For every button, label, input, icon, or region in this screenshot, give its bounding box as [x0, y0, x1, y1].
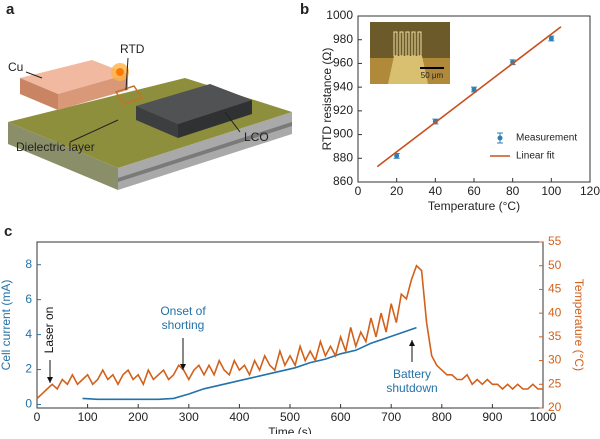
y-tick-label: 940	[333, 79, 353, 93]
x-tick-label: 20	[390, 184, 404, 198]
y-tick-label: 2	[25, 362, 32, 376]
x-tick-label: 0	[34, 410, 41, 424]
inset-lead	[388, 56, 428, 84]
x-tick-label: 600	[331, 410, 351, 424]
legend-label: Linear fit	[516, 151, 555, 162]
y2-tick-label: 35	[548, 329, 562, 343]
y-tick-label: 4	[25, 327, 32, 341]
x-tick-label: 800	[432, 410, 452, 424]
y2-axis-label: Temperature (°C)	[572, 279, 586, 371]
data-line	[36, 264, 543, 400]
x-axis-label: Temperature (°C)	[428, 199, 520, 213]
x-tick-label: 0	[355, 184, 362, 198]
x-tick-label: 500	[280, 410, 300, 424]
y-tick-label: 880	[333, 150, 353, 164]
inset-chip	[370, 22, 450, 58]
y-tick-label: 6	[25, 292, 32, 306]
y-tick-label: 960	[333, 56, 353, 70]
data-line	[376, 26, 562, 168]
arrow-head	[180, 364, 186, 370]
cu-side	[20, 78, 58, 110]
panel-label: b	[300, 1, 309, 18]
legend-swatch	[497, 135, 503, 141]
x-tick-label: 400	[229, 410, 249, 424]
cu-top	[20, 60, 128, 94]
legend-label: Measurement	[516, 133, 577, 144]
y-tick-label: 8	[25, 257, 32, 271]
lco-front	[178, 100, 252, 138]
plot-frame	[36, 241, 544, 409]
x-tick-label: 900	[482, 410, 502, 424]
y-tick-label: 0	[25, 397, 32, 411]
annotation: Onset of	[160, 304, 206, 318]
pointer	[69, 119, 119, 143]
layer	[118, 122, 292, 182]
y2-tick-label: 25	[548, 376, 562, 390]
y-tick-label: 920	[333, 103, 353, 117]
x-tick-label: 100	[78, 410, 98, 424]
label: Cu	[8, 60, 23, 74]
rtd	[114, 85, 144, 105]
label: RTD	[120, 42, 145, 56]
arrow-head	[409, 340, 415, 346]
x-tick-label: 700	[381, 410, 401, 424]
x-tick-label: 100	[541, 184, 561, 198]
arrow-head	[47, 377, 53, 383]
y-tick-label: 900	[333, 127, 353, 141]
x-tick-label: 40	[429, 184, 443, 198]
device-diagram: a Cu RTD LCO Dielectric layer	[6, 1, 292, 190]
y2-tick-label: 55	[548, 234, 562, 248]
label: LCO	[244, 130, 269, 144]
y-tick-label: 860	[333, 174, 353, 188]
hotspot	[116, 68, 124, 76]
annotation: Battery	[393, 367, 431, 381]
lco-top	[136, 84, 252, 124]
panel-label: a	[6, 1, 15, 18]
x-tick-label: 200	[128, 410, 148, 424]
x-axis-label: Time (s)	[268, 425, 312, 434]
pointer	[125, 57, 129, 91]
annotation: Laser on	[42, 307, 56, 354]
y-tick-label: 1000	[326, 8, 353, 22]
y2-tick-label: 20	[548, 400, 562, 414]
y2-tick-label: 40	[548, 305, 562, 319]
annotation: shorting	[162, 318, 205, 332]
y2-tick-label: 50	[548, 258, 562, 272]
lco-side	[136, 106, 178, 138]
x-tick-label: 60	[467, 184, 481, 198]
cu-front	[58, 74, 128, 110]
data-line	[82, 326, 417, 401]
y2-tick-label: 30	[548, 353, 562, 367]
point	[471, 87, 477, 93]
annotation: shutdown	[386, 381, 437, 395]
y-axis-label: Cell current (mA)	[0, 280, 13, 371]
y-axis-label: RTD resistance (Ω)	[320, 48, 334, 151]
pointer	[25, 71, 43, 79]
x-tick-label: 300	[179, 410, 199, 424]
scale-label: 50 μm	[421, 71, 444, 80]
x-tick-label: 1000	[530, 410, 557, 424]
x-tick-label: 80	[506, 184, 520, 198]
pointer	[224, 111, 241, 133]
slab-side	[8, 122, 118, 190]
x-tick-label: 120	[580, 184, 600, 198]
point	[394, 153, 400, 159]
y2-tick-label: 45	[548, 282, 562, 296]
point	[548, 36, 554, 42]
label: Dielectric layer	[16, 140, 95, 154]
panel-label: c	[4, 223, 12, 240]
y-tick-label: 980	[333, 32, 353, 46]
